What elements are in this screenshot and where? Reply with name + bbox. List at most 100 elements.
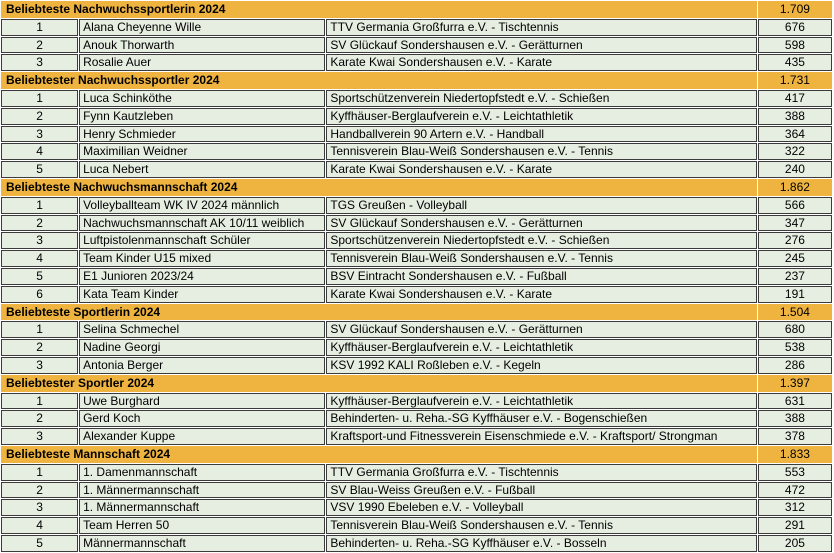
name-cell: Alana Cheyenne Wille [79,18,326,36]
votes-cell: 240 [757,161,832,178]
rank-cell: 2 [1,36,79,54]
club-cell: SV Glückauf Sondershausen e.V. - Gerättu… [326,36,757,54]
rank-cell: 1 [1,463,79,481]
table-row: 3 Henry Schmieder Handballverein 90 Artern… [1,125,832,143]
section-total-votes: 1.731 [757,72,832,89]
table-row: 3 Antonia Berger KSV 1992 KALI Roßleben e.… [1,356,832,374]
rank-cell: 5 [1,267,79,285]
name-cell: E1 Junioren 2023/24 [79,267,326,285]
name-cell: Rosalie Auer [79,54,326,72]
name-cell: Luftpistolenmannschaft Schüler [79,232,326,250]
club-cell: Karate Kwai Sondershausen e.V. - Karate [326,54,757,72]
section-title: Beliebteste Nachwuchssportlerin 2024 [1,1,757,18]
section-total-votes: 1.504 [757,303,832,321]
votes-cell: 364 [757,125,832,143]
table-row: 4 Team Herren 50 Tennisverein Blau-Weiß So… [1,517,832,534]
name-cell: Luca Nebert [79,161,326,178]
votes-cell: 388 [757,107,832,125]
section-title: Beliebteste Sportlerin 2024 [1,303,757,321]
club-cell: SV Glückauf Sondershausen e.V. - Gerättu… [326,321,757,339]
votes-cell: 435 [757,54,832,72]
rank-cell: 5 [1,161,79,178]
section-total-votes: 1.833 [757,445,832,463]
table-row: 4 Maximilian Weidner Tennisverein Blau-Wei… [1,143,832,161]
rank-cell: 1 [1,196,79,214]
club-cell: TTV Germania Großfurra e.V. - Tischtenni… [326,18,757,36]
name-cell: Nadine Georgi [79,339,326,356]
name-cell: Männermannschaft [79,534,326,552]
votes-cell: 538 [757,339,832,356]
club-cell: Sportschützenverein Niedertopfstedt e.V.… [326,89,757,107]
club-cell: Kraftsport-und Fitnessverein Eisenschmie… [326,428,757,445]
club-cell: Behinderten- u. Reha.-SG Kyffhäuser e.V.… [326,410,757,428]
section-header-row: Beliebtester Sportler 2024 1.397 [1,374,832,392]
name-cell: Anouk Thorwarth [79,36,326,54]
club-cell: Kyffhäuser-Berglaufverein e.V. - Leichta… [326,107,757,125]
name-cell: Nachwuchsmannschaft AK 10/11 weiblich [79,214,326,232]
table-row: 3 Alexander Kuppe Kraftsport-und Fitnessve… [1,428,832,445]
table-row: 1 Luca Schinköthe Sportschützenverein Nied… [1,89,832,107]
club-cell: Handballverein 90 Artern e.V. - Handball [326,125,757,143]
club-cell: VSV 1990 Ebeleben e.V. - Volleyball [326,499,757,517]
votes-cell: 676 [757,18,832,36]
club-cell: Tennisverein Blau-Weiß Sondershausen e.V… [326,250,757,267]
votes-cell: 417 [757,89,832,107]
rank-cell: 3 [1,125,79,143]
club-cell: Tennisverein Blau-Weiß Sondershausen e.V… [326,517,757,534]
votes-cell: 388 [757,410,832,428]
rank-cell: 5 [1,534,79,552]
club-cell: Kyffhäuser-Berglaufverein e.V. - Leichta… [326,339,757,356]
rank-cell: 3 [1,232,79,250]
rank-cell: 2 [1,481,79,499]
club-cell: Behinderten- u. Reha.-SG Kyffhäuser e.V.… [326,534,757,552]
table-row: 5 E1 Junioren 2023/24 BSV Eintracht Sonder… [1,267,832,285]
name-cell: 1. Männermannschaft [79,499,326,517]
table-row: 5 Männermannschaft Behinderten- u. Reha.-S… [1,534,832,552]
name-cell: 1. Männermannschaft [79,481,326,499]
table-row: 1 Uwe Burghard Kyffhäuser-Berglaufverein e… [1,392,832,410]
table-row: 2 Gerd Koch Behinderten- u. Reha.-SG Kyffh… [1,410,832,428]
rank-cell: 1 [1,18,79,36]
name-cell: Alexander Kuppe [79,428,326,445]
rank-cell: 3 [1,54,79,72]
rank-cell: 2 [1,214,79,232]
votes-cell: 680 [757,321,832,339]
name-cell: Maximilian Weidner [79,143,326,161]
table-row: 1 1. Damenmannschaft TTV Germania Großfurr… [1,463,832,481]
name-cell: Uwe Burghard [79,392,326,410]
votes-cell: 566 [757,196,832,214]
section-header-row: Beliebteste Sportlerin 2024 1.504 [1,303,832,321]
rank-cell: 1 [1,89,79,107]
club-cell: Tennisverein Blau-Weiß Sondershausen e.V… [326,143,757,161]
name-cell: Fynn Kautzleben [79,107,326,125]
rank-cell: 1 [1,392,79,410]
name-cell: Luca Schinköthe [79,89,326,107]
club-cell: KSV 1992 KALI Roßleben e.V. - Kegeln [326,356,757,374]
table-row: 4 Team Kinder U15 mixed Tennisverein Blau-… [1,250,832,267]
votes-cell: 237 [757,267,832,285]
votes-cell: 191 [757,285,832,303]
rank-cell: 1 [1,321,79,339]
rank-cell: 4 [1,143,79,161]
votes-cell: 276 [757,232,832,250]
table-row: 1 Selina Schmechel SV Glückauf Sondershaus… [1,321,832,339]
rank-cell: 2 [1,107,79,125]
club-cell: Karate Kwai Sondershausen e.V. - Karate [326,161,757,178]
club-cell: TGS Greußen - Volleyball [326,196,757,214]
table-row: 3 1. Männermannschaft VSV 1990 Ebeleben e.… [1,499,832,517]
rank-cell: 6 [1,285,79,303]
table-row: 1 Alana Cheyenne Wille TTV Germania Großfu… [1,18,832,36]
name-cell: Kata Team Kinder [79,285,326,303]
table-row: 2 Fynn Kautzleben Kyffhäuser-Berglaufverei… [1,107,832,125]
section-header-row: Beliebtester Nachwuchssportler 2024 1.731 [1,72,832,89]
table-row: 1 Volleyballteam WK IV 2024 männlich TGS G… [1,196,832,214]
section-total-votes: 1.397 [757,374,832,392]
rank-cell: 2 [1,339,79,356]
rank-cell: 3 [1,499,79,517]
votes-cell: 472 [757,481,832,499]
name-cell: Volleyballteam WK IV 2024 männlich [79,196,326,214]
club-cell: SV Glückauf Sondershausen e.V. - Gerättu… [326,214,757,232]
name-cell: Antonia Berger [79,356,326,374]
